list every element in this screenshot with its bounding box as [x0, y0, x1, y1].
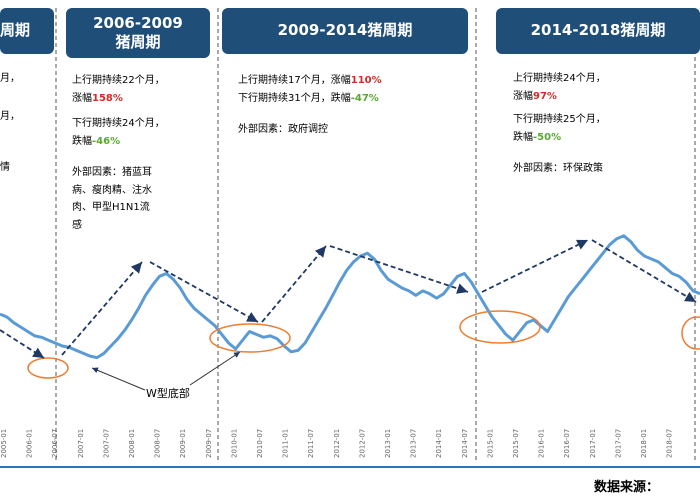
trend-arrow-3	[261, 245, 327, 323]
info-text: 上行期持续22个月，	[72, 75, 165, 86]
cycle-info-3-line0: 上行期持续24个月，	[513, 70, 606, 88]
x-tick-label: 2013-07	[410, 429, 418, 458]
cycle-info-0-line2: 情	[0, 162, 10, 173]
cycle-info-1-line4: 外部因素：猪蓝耳	[72, 164, 165, 182]
x-tick-label: 2010-07	[256, 429, 264, 458]
bottom-circle-0	[27, 357, 69, 379]
cycle-info-1-line6: 肉、甲型H1N1流	[72, 199, 165, 217]
x-tick-label: 2012-01	[333, 429, 341, 458]
bottom-circle-2	[459, 310, 541, 344]
x-tick-label: 2005-01	[0, 429, 8, 458]
x-tick-label: 2015-01	[486, 429, 494, 458]
cycle-header-3-line0: 2014-2018猪周期	[530, 21, 666, 40]
trend-arrow-1	[61, 261, 143, 356]
info-text: 上行期持续24个月，	[513, 73, 606, 84]
cycle-header-1-line0: 2006-2009	[93, 13, 183, 32]
cycle-info-3-line1: 涨幅97%	[513, 88, 606, 106]
increase-value: 158%	[92, 92, 123, 104]
cycle-info-1-line1: 涨幅158%	[72, 90, 165, 108]
w-pointer-left	[91, 367, 146, 391]
info-text: 上行期持续17个月，涨幅	[238, 75, 351, 86]
x-tick-label: 2013-01	[384, 429, 392, 458]
increase-value: 110%	[350, 75, 382, 86]
x-tick-label: 2016-01	[538, 429, 546, 458]
x-tick-label: 2015-07	[512, 429, 520, 458]
cycle-header-2-line0: 2009-2014猪周期	[277, 21, 413, 40]
x-tick-label: 2011-01	[282, 429, 290, 458]
cycle-info-0-line0: 月，	[0, 73, 20, 84]
cycle-header-1-line1: 猪周期	[115, 33, 161, 51]
x-tick-label: 2018-07	[666, 429, 674, 458]
cycle-info-3-line2: 下行期持续25个月，	[513, 111, 606, 129]
info-text: 下行期持续31个月，跌幅	[238, 92, 351, 104]
x-tick-label: 2007-01	[77, 429, 85, 458]
cycle-header-0-line0: 周期	[0, 21, 31, 40]
info-text: 肉、甲型H1N1流	[72, 202, 150, 213]
x-tick-label: 2007-07	[102, 429, 110, 458]
cycle-info-1-line5: 病、瘦肉精、注水	[72, 182, 165, 200]
cycle-info-3-line3: 跌幅-50%	[513, 129, 606, 147]
decrease-value: -47%	[350, 92, 379, 104]
cycle-header-2: 2009-2014猪周期	[222, 8, 468, 54]
x-tick-label: 2010-01	[230, 429, 238, 458]
w-bottom-annotation: W型底部	[146, 387, 190, 400]
info-text: 涨幅	[513, 90, 533, 102]
decrease-value: -50%	[533, 131, 562, 143]
x-tick-label: 2014-01	[435, 429, 443, 458]
x-tick-label: 2016-07	[563, 429, 571, 458]
cycle-header-3: 2014-2018猪周期	[496, 8, 700, 54]
x-tick-label: 2008-07	[154, 429, 162, 458]
bottom-rule	[0, 466, 700, 468]
cycle-info-1-line7: 感	[72, 217, 165, 235]
info-text: 下行期持续25个月，	[513, 114, 606, 125]
cycle-info-2-line1: 下行期持续31个月，跌幅-47%	[238, 90, 382, 108]
cycle-header-1: 2006-2009 猪周期	[66, 8, 210, 58]
trend-arrow-0	[0, 329, 45, 359]
cycle-header-0: 周期	[0, 8, 54, 54]
bottom-circle-3	[681, 316, 700, 350]
cycle-info-1-line2: 下行期持续24个月，	[72, 115, 165, 133]
trend-arrow-4	[329, 245, 469, 294]
info-text: 外部因素：猪蓝耳	[72, 167, 152, 178]
w-pointer-right	[189, 351, 241, 386]
x-tick-label: 2006-07	[51, 429, 59, 458]
info-text: 跌幅	[513, 131, 533, 143]
x-tick-label: 2017-07	[614, 429, 622, 458]
cycle-info-0-line1: 月，	[0, 110, 20, 122]
trend-arrow-5	[481, 239, 589, 293]
info-text: 感	[72, 219, 82, 231]
bottom-circle-1	[209, 323, 291, 353]
cycle-info-1: 上行期持续22个月， 涨幅158% 下行期持续24个月， 跌幅-46% 外部因素：猪蓝耳…	[72, 72, 165, 234]
x-tick-label: 2009-01	[179, 429, 187, 458]
x-tick-label: 2018-01	[640, 429, 648, 458]
info-text: 外部因素：环保政策	[513, 163, 603, 174]
decrease-value: -46%	[92, 135, 121, 147]
info-text: 外部因素：政府调控	[238, 124, 328, 135]
cycle-info-3-line4: 外部因素：环保政策	[513, 160, 606, 178]
increase-value: 97%	[533, 90, 557, 102]
cycle-info-3: 上行期持续24个月， 涨幅97% 下行期持续25个月， 跌幅-50% 外部因素：环保政策	[513, 70, 606, 178]
info-text: 涨幅	[72, 92, 92, 104]
info-text: 跌幅	[72, 135, 92, 147]
x-tick-label: 2006-01	[26, 429, 34, 458]
cycle-info-1-line0: 上行期持续22个月，	[72, 72, 165, 90]
cycle-info-2: 上行期持续17个月，涨幅110% 下行期持续31个月，跌幅-47% 外部因素：政府调…	[238, 72, 382, 139]
cycle-info-0: 月， 月， 情	[0, 70, 20, 177]
price-series-line	[0, 234, 700, 360]
data-source-label: 数据来源：	[594, 480, 660, 495]
x-tick-label: 2014-07	[461, 429, 469, 458]
x-tick-label: 2017-01	[589, 429, 597, 458]
cycle-info-2-line0: 上行期持续17个月，涨幅110%	[238, 72, 382, 90]
cycle-info-1-line3: 跌幅-46%	[72, 133, 165, 151]
x-tick-label: 2008-01	[128, 429, 136, 458]
trend-arrow-6	[591, 239, 697, 303]
x-tick-label: 2012-07	[358, 429, 366, 458]
trend-arrow-2	[149, 261, 259, 323]
info-text: 病、瘦肉精、注水	[72, 184, 152, 196]
x-tick-label: 2009-07	[205, 429, 213, 458]
cycle-info-2-line2: 外部因素：政府调控	[238, 121, 382, 139]
x-tick-label: 2011-07	[307, 429, 315, 458]
info-text: 下行期持续24个月，	[72, 118, 165, 129]
